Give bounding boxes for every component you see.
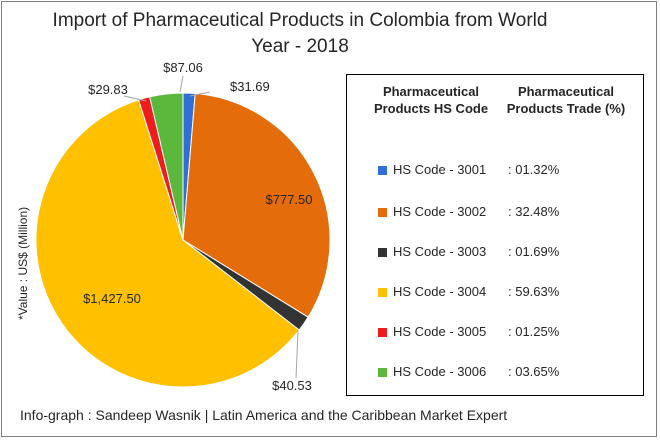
- chart-title: Import of Pharmaceutical Products in Col…: [52, 10, 548, 57]
- pie-slice-3002: [182, 92, 331, 318]
- legend-swatch: [378, 208, 387, 217]
- legend-box: Pharmaceutical Products HS Code Pharmace…: [346, 74, 644, 396]
- legend-header-code: Pharmaceutical Products HS Code: [373, 84, 489, 116]
- legend-code: HS Code - 3005: [393, 324, 487, 339]
- legend-code: HS Code - 3004: [393, 284, 487, 299]
- leader-line: [189, 91, 211, 97]
- legend-swatch: [378, 288, 387, 297]
- legend-share: : 01.25%: [508, 324, 560, 339]
- legend-share: : 32.48%: [508, 204, 560, 219]
- legend-code: HS Code - 3006: [393, 364, 487, 379]
- legend-header-trade: Pharmaceutical Products Trade (%): [506, 84, 626, 116]
- data-label-3002: $777.50: [266, 192, 313, 207]
- legend-swatch: [378, 166, 387, 175]
- legend-share: : 01.69%: [508, 244, 560, 259]
- legend-swatch: [378, 328, 387, 337]
- data-label-3001: $31.69: [230, 79, 270, 94]
- legend-code: HS Code - 3002: [393, 204, 487, 219]
- legend-swatch: [378, 368, 387, 377]
- legend-share: : 01.32%: [508, 162, 560, 177]
- legend-code: HS Code - 3001: [393, 162, 487, 177]
- legend-swatch: [378, 248, 387, 257]
- data-label-3004: $1,427.50: [83, 291, 141, 306]
- legend-share: : 03.65%: [508, 364, 560, 379]
- legend-share: : 59.63%: [508, 284, 560, 299]
- pie-slice-3006: [149, 92, 184, 241]
- legend-code: HS Code - 3003: [393, 244, 487, 259]
- leader-line: [123, 95, 147, 102]
- data-label-3006: $87.06: [163, 60, 203, 75]
- pie-slice-3004: [35, 99, 300, 388]
- footer-credit: Info-graph : Sandeep Wasnik | Latin Amer…: [20, 407, 508, 423]
- data-label-3003: $40.53: [272, 378, 312, 393]
- leader-line: [295, 329, 299, 379]
- data-label-3005: $29.83: [88, 82, 128, 97]
- leader-line: [179, 75, 184, 93]
